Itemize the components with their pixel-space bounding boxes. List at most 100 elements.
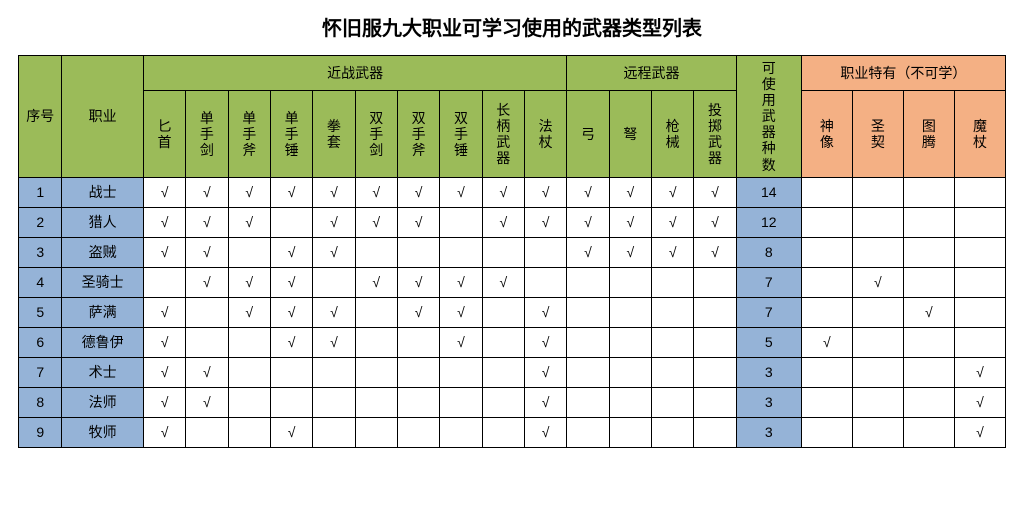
cell-melee [355,387,397,417]
group-ranged: 远程武器 [567,56,736,91]
cell-melee: √ [186,177,228,207]
cell-special [801,417,852,447]
cell-melee [228,327,270,357]
cell-melee: √ [313,177,355,207]
cell-melee: √ [143,417,185,447]
col-melee-3: 单手锤 [270,91,312,177]
cell-melee [440,207,482,237]
cell-special [903,237,954,267]
cell-count: 3 [736,387,801,417]
cell-ranged [694,417,736,447]
cell-melee: √ [270,177,312,207]
cell-melee: √ [143,237,185,267]
cell-melee [440,417,482,447]
table-row: 5萨满√√√√√√√7√ [19,297,1006,327]
cell-special [954,237,1005,267]
cell-ranged [567,267,609,297]
cell-special [954,267,1005,297]
cell-special [801,207,852,237]
cell-index: 8 [19,387,62,417]
cell-melee: √ [143,177,185,207]
cell-special: √ [954,417,1005,447]
cell-melee [228,357,270,387]
cell-melee: √ [524,387,566,417]
cell-ranged [567,327,609,357]
col-melee-4: 拳套 [313,91,355,177]
cell-melee: √ [524,417,566,447]
cell-ranged [567,387,609,417]
cell-ranged: √ [694,177,736,207]
cell-melee [482,327,524,357]
cell-special [903,387,954,417]
col-melee-5: 双手剑 [355,91,397,177]
cell-ranged: √ [567,207,609,237]
cell-melee: √ [355,207,397,237]
cell-special: √ [954,387,1005,417]
cell-ranged [694,387,736,417]
cell-special: √ [903,297,954,327]
cell-count: 7 [736,297,801,327]
cell-class: 术士 [62,357,143,387]
cell-melee: √ [143,207,185,237]
cell-melee [440,357,482,387]
cell-melee: √ [440,327,482,357]
cell-melee [397,357,439,387]
cell-melee: √ [524,357,566,387]
table-row: 3盗贼√√√√√√√√8 [19,237,1006,267]
cell-special [801,297,852,327]
cell-melee: √ [228,297,270,327]
cell-melee [482,357,524,387]
cell-index: 1 [19,177,62,207]
col-special-3: 魔杖 [954,91,1005,177]
col-melee-1: 单手剑 [186,91,228,177]
cell-ranged: √ [694,207,736,237]
cell-melee [228,417,270,447]
cell-melee: √ [482,177,524,207]
cell-melee: √ [313,207,355,237]
col-class: 职业 [62,56,143,178]
cell-melee [397,417,439,447]
cell-ranged: √ [609,237,651,267]
cell-melee: √ [524,177,566,207]
cell-melee: √ [143,357,185,387]
cell-special [852,237,903,267]
cell-melee: √ [143,387,185,417]
cell-class: 盗贼 [62,237,143,267]
cell-melee: √ [397,267,439,297]
table-row: 2猎人√√√√√√√√√√√√12 [19,207,1006,237]
cell-special [852,297,903,327]
cell-ranged [651,387,693,417]
cell-special [903,177,954,207]
cell-melee: √ [186,357,228,387]
cell-melee [482,297,524,327]
cell-count: 5 [736,327,801,357]
cell-special: √ [954,357,1005,387]
cell-ranged [567,297,609,327]
cell-melee [313,387,355,417]
cell-special [903,207,954,237]
table-row: 9牧师√√√3√ [19,417,1006,447]
table-row: 6德鲁伊√√√√√5√ [19,327,1006,357]
cell-melee: √ [524,327,566,357]
cell-melee: √ [143,327,185,357]
cell-special [852,327,903,357]
cell-melee [440,387,482,417]
group-special: 职业特有（不可学） [801,56,1005,91]
cell-ranged [609,267,651,297]
cell-index: 7 [19,357,62,387]
cell-melee [270,207,312,237]
cell-ranged [609,357,651,387]
cell-melee: √ [313,237,355,267]
cell-melee: √ [143,297,185,327]
cell-special [801,177,852,207]
cell-index: 6 [19,327,62,357]
cell-ranged [694,327,736,357]
col-melee-2: 单手斧 [228,91,270,177]
cell-melee: √ [270,417,312,447]
cell-special [954,327,1005,357]
cell-class: 战士 [62,177,143,207]
cell-melee: √ [186,387,228,417]
cell-melee [270,357,312,387]
cell-special: √ [801,327,852,357]
cell-melee [397,237,439,267]
